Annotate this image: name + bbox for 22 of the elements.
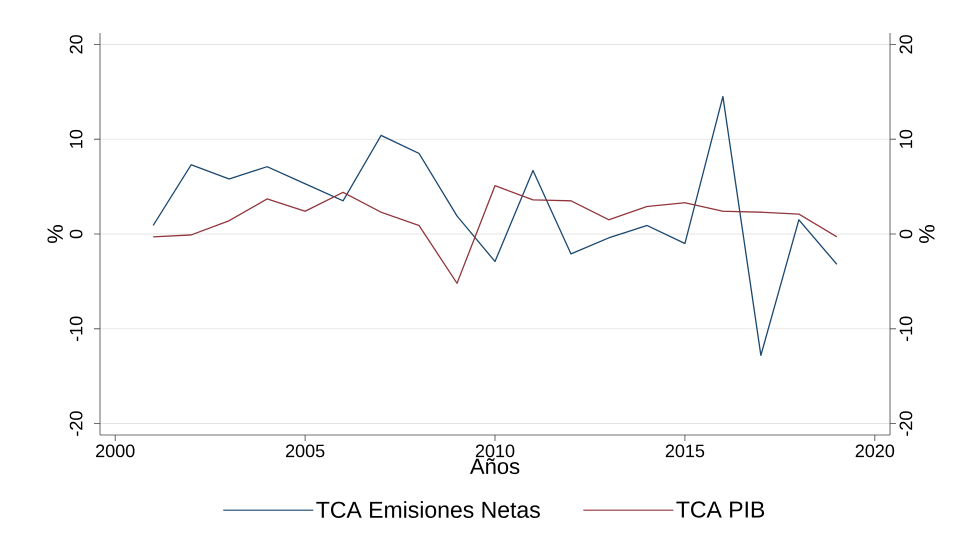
y-tick-label: -10 <box>70 316 82 342</box>
x-tick-label: 2005 <box>286 444 324 458</box>
y2-tick-label: 10 <box>900 130 912 148</box>
x-tick-label: 2020 <box>856 444 894 458</box>
y2-tick-label: 0 <box>900 230 912 238</box>
y-tick-label: 20 <box>70 35 82 54</box>
y-tick-label: 10 <box>70 130 82 148</box>
y2-axis-title: % <box>919 225 935 243</box>
legend-label: TCA Emisiones Netas <box>316 501 540 518</box>
y2-tick-label: -20 <box>900 411 912 436</box>
y-axis-title: % <box>47 225 63 243</box>
y2-tick-label: -10 <box>900 316 912 342</box>
y2-tick-label: 20 <box>900 35 912 54</box>
x-tick-label: 2000 <box>96 444 135 458</box>
line-series <box>152 184 838 284</box>
line-series <box>152 96 838 356</box>
y-tick-label: 0 <box>70 230 82 238</box>
x-tick-label: 2015 <box>666 444 704 458</box>
x-axis-title: Años <box>470 458 520 474</box>
y-tick-label: -20 <box>70 411 82 436</box>
legend-label: TCA PIB <box>676 501 764 518</box>
x-tick-label: 2010 <box>476 444 514 458</box>
